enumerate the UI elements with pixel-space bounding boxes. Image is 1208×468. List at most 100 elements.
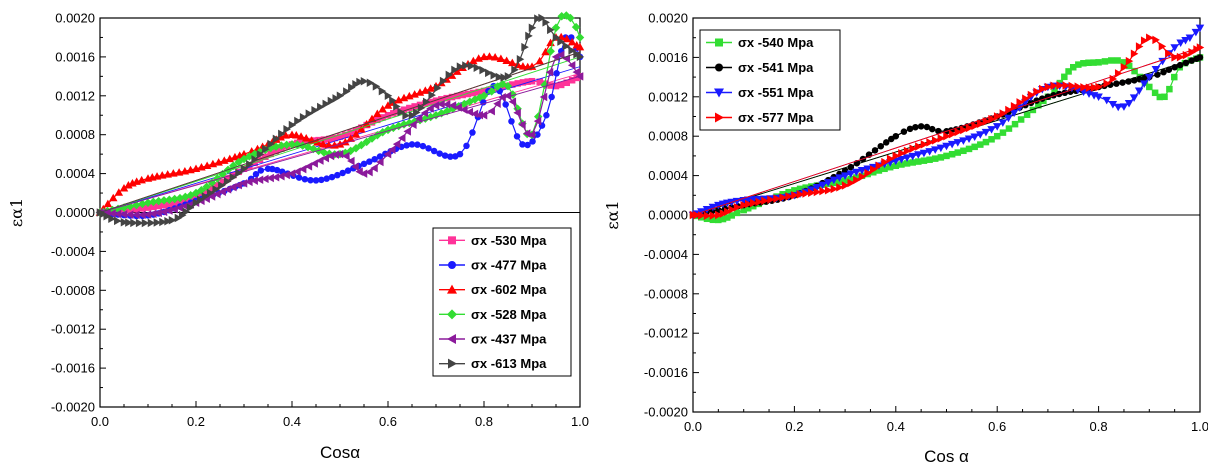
data-point	[898, 161, 905, 168]
data-point	[1080, 83, 1088, 92]
data-point	[251, 155, 259, 164]
data-point	[420, 108, 429, 118]
data-point	[1176, 39, 1185, 48]
legend-label: σx -477 Mpa	[471, 258, 547, 273]
data-point	[719, 215, 727, 223]
data-point	[538, 13, 546, 23]
data-point	[367, 114, 377, 123]
data-point	[347, 129, 354, 136]
data-point	[365, 167, 373, 177]
data-point	[516, 54, 525, 64]
data-point	[568, 34, 575, 41]
data-point	[155, 202, 162, 210]
y-tick-label: 0.0020	[648, 11, 688, 26]
data-point	[960, 125, 968, 135]
data-point	[198, 191, 205, 198]
data-point	[304, 162, 313, 171]
data-point	[496, 54, 506, 62]
data-point	[443, 94, 450, 102]
data-point	[327, 96, 336, 106]
data-point	[310, 159, 318, 168]
data-point	[352, 79, 360, 89]
data-point	[202, 182, 211, 191]
y-tick-label: -0.0016	[644, 365, 688, 380]
data-point	[359, 169, 368, 178]
data-point	[1005, 105, 1013, 115]
data-point	[119, 183, 129, 192]
data-point	[1062, 81, 1070, 90]
data-point	[824, 185, 833, 195]
data-point	[575, 42, 585, 51]
data-point	[366, 158, 373, 165]
data-point	[1181, 37, 1190, 45]
data-point	[988, 136, 995, 143]
data-point	[408, 141, 416, 148]
legend-marker	[448, 261, 456, 269]
data-point	[518, 120, 526, 129]
data-point	[698, 211, 706, 220]
data-point	[1152, 35, 1160, 45]
data-point	[536, 78, 543, 85]
data-point	[1125, 56, 1134, 66]
data-point	[479, 65, 487, 75]
data-point	[357, 140, 366, 150]
x-tick-label: 1.0	[1191, 419, 1208, 434]
data-point	[351, 130, 361, 138]
data-point	[906, 125, 914, 133]
data-point	[703, 211, 712, 220]
data-point	[937, 154, 945, 161]
data-point	[566, 13, 575, 23]
data-point	[366, 78, 375, 87]
data-point	[448, 101, 457, 110]
data-point	[1182, 59, 1190, 67]
data-point	[791, 187, 798, 194]
data-point	[928, 125, 936, 133]
data-point	[409, 120, 417, 129]
data-point	[1039, 84, 1047, 94]
data-point	[487, 106, 495, 116]
data-point	[1108, 100, 1118, 109]
data-point	[915, 142, 923, 151]
data-point	[935, 127, 942, 135]
data-point	[998, 119, 1008, 127]
data-point	[448, 93, 456, 101]
legend-marker	[448, 236, 456, 245]
data-point	[1166, 85, 1173, 93]
data-point	[1075, 61, 1082, 68]
series-line	[99, 14, 581, 214]
data-point	[1171, 64, 1178, 71]
data-point	[108, 214, 116, 223]
y-tick-label: -0.0016	[51, 361, 95, 376]
data-point	[159, 217, 167, 227]
data-point	[947, 140, 957, 149]
data-point	[370, 163, 378, 173]
data-point	[539, 92, 548, 102]
data-point	[959, 137, 968, 145]
data-point	[923, 123, 931, 131]
data-point	[568, 46, 576, 55]
data-point	[724, 214, 731, 221]
x-tick-label: 0.6	[988, 419, 1006, 434]
data-point	[1016, 98, 1024, 107]
data-point	[373, 109, 382, 118]
data-point	[779, 193, 787, 202]
data-point	[113, 209, 122, 219]
data-point	[553, 70, 560, 77]
data-point	[840, 172, 850, 180]
data-point	[317, 102, 325, 112]
data-point	[207, 192, 216, 201]
data-point	[456, 62, 465, 71]
data-point	[744, 199, 753, 209]
data-point	[287, 140, 297, 149]
chart-panel-1: -0.0020 -0.0016 -0.0012 -0.0008 -0.0004 0.000…	[7, 11, 589, 463]
data-point	[791, 191, 799, 200]
data-point	[863, 165, 872, 173]
data-point	[413, 108, 421, 117]
legend-item-5: σx -437 Mpa	[439, 332, 547, 347]
data-point	[383, 101, 393, 109]
data-point	[1188, 57, 1195, 64]
data-point	[445, 70, 454, 80]
data-point	[841, 167, 849, 174]
data-point	[299, 112, 308, 122]
data-point	[235, 168, 243, 178]
